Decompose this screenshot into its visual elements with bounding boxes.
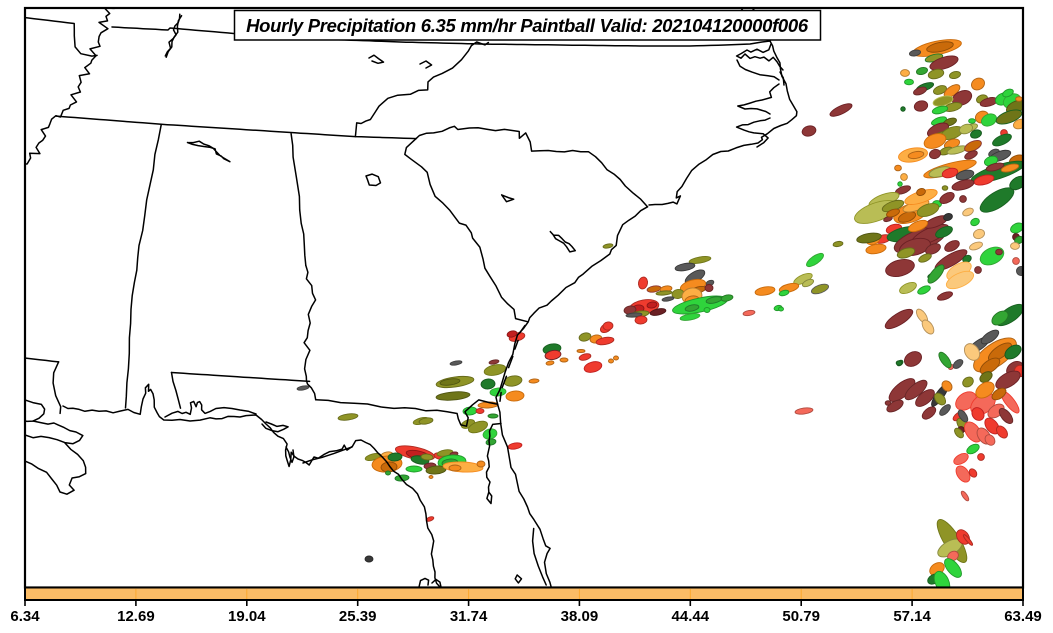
svg-text:50.79: 50.79 (782, 608, 820, 625)
svg-text:25.39: 25.39 (339, 608, 377, 625)
svg-text:44.44: 44.44 (672, 608, 710, 625)
svg-text:57.14: 57.14 (893, 608, 931, 625)
svg-text:38.09: 38.09 (561, 608, 599, 625)
svg-text:6.34: 6.34 (10, 608, 40, 625)
svg-text:12.69: 12.69 (117, 608, 155, 625)
svg-text:31.74: 31.74 (450, 608, 488, 625)
svg-text:19.04: 19.04 (228, 608, 266, 625)
svg-text:63.49: 63.49 (1004, 608, 1042, 625)
svg-text:Hourly Precipitation 6.35 mm/h: Hourly Precipitation 6.35 mm/hr Paintbal… (246, 15, 809, 36)
